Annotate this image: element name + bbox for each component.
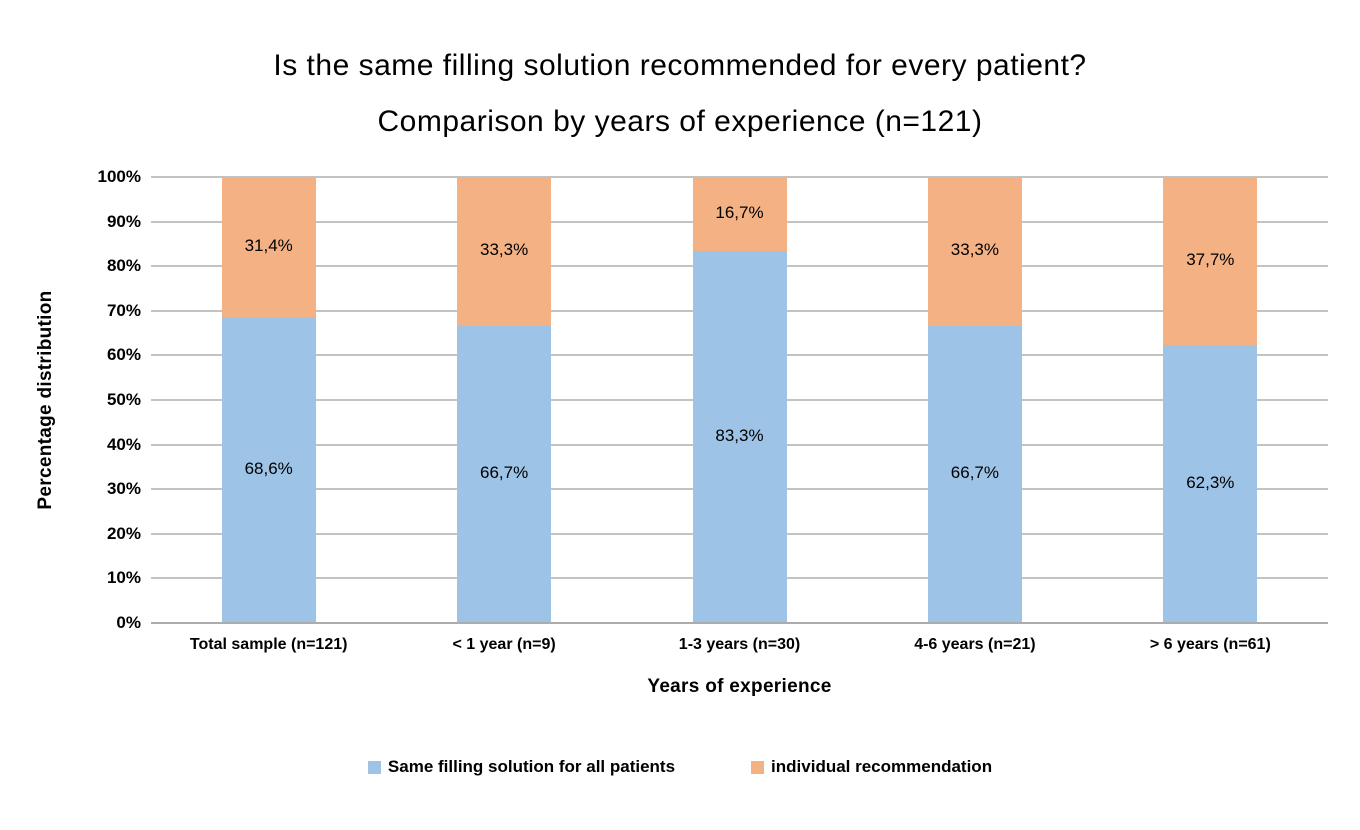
gridline: [151, 176, 1328, 178]
legend-swatch-icon: [751, 760, 765, 774]
bar-group: 66,7% 33,3%: [927, 177, 1022, 623]
chart-title-line2: Comparison by years of experience (n=121…: [377, 105, 983, 138]
y-tick-label: 40%: [106, 434, 141, 454]
bar-segment-blue: [1163, 345, 1258, 623]
legend-label: Same filling solution for all patients: [387, 757, 676, 776]
x-axis-title: Years of experience: [647, 676, 832, 697]
y-tick-label: 0%: [116, 613, 141, 632]
bar-segment-orange: [927, 177, 1022, 326]
bar-segment-blue: [927, 325, 1022, 623]
bar-value-label: 68,6%: [244, 459, 293, 479]
y-tick-label: 20%: [106, 523, 141, 543]
bar-value-label: 37,7%: [1186, 250, 1235, 270]
y-tick-label: 60%: [106, 345, 141, 365]
bar-group: 83,3% 16,7%: [692, 177, 787, 623]
y-tick-label: 30%: [106, 479, 141, 499]
legend: Same filling solution for all patients in…: [0, 757, 1360, 777]
bar-segment-orange: [1163, 177, 1258, 346]
x-axis-line: [151, 622, 1328, 624]
bar-value-label: 83,3%: [715, 426, 764, 446]
x-category-label: 1-3 years (n=30): [678, 636, 801, 653]
y-tick-label: 90%: [106, 211, 141, 231]
bar-value-label: 62,3%: [1186, 473, 1235, 493]
bar-value-label: 33,3%: [479, 240, 529, 260]
bar-segment-orange: [692, 177, 787, 252]
bar-segment-blue: [221, 317, 316, 623]
y-tick-label: 100%: [97, 167, 141, 186]
bar-segment-orange: [221, 177, 316, 318]
plot-area: 68,6% 31,4% 66,7% 33,3% 83,3% 16,7% 66,7% 33,3%…: [151, 176, 1328, 624]
bar-segment-blue: [692, 251, 787, 623]
bar-value-label: 66,7%: [950, 463, 999, 483]
bar-group: 68,6% 31,4%: [221, 177, 316, 623]
bar-segment-blue: [457, 325, 552, 623]
x-category-label: < 1 year (n=9): [452, 636, 556, 653]
legend-label: individual recommendation: [771, 757, 993, 776]
bar-value-label: 33,3%: [950, 240, 999, 260]
x-category-label: Total sample (n=121): [189, 636, 348, 653]
x-category-label: 4-6 years (n=21): [914, 636, 1036, 653]
y-axis-title: Percentage distribution: [35, 290, 56, 510]
chart-title-line1: Is the same filling solution recommended…: [273, 49, 1087, 82]
bar-value-label: 31,4%: [244, 236, 293, 256]
y-tick-label: 70%: [106, 300, 141, 320]
bar-value-label: 16,7%: [715, 203, 764, 223]
legend-item: individual recommendation: [751, 757, 992, 777]
bar-group: 62,3% 37,7%: [1163, 177, 1258, 623]
bar-value-label: 66,7%: [479, 463, 529, 483]
y-tick-label: 80%: [106, 256, 141, 276]
legend-swatch-icon: [367, 760, 381, 774]
bar-group: 66,7% 33,3%: [457, 177, 552, 623]
y-tick-label: 10%: [106, 568, 141, 588]
chart-title: Is the same filling solution recommended…: [0, 38, 1360, 150]
legend-item: Same filling solution for all patients: [367, 757, 676, 777]
y-tick-label: 50%: [106, 390, 141, 409]
x-category-label: > 6 years (n=61): [1149, 636, 1271, 653]
bar-segment-orange: [457, 177, 552, 326]
